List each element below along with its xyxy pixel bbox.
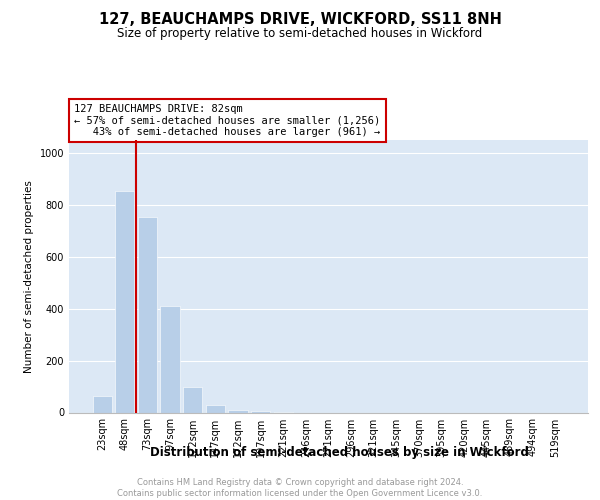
Text: Distribution of semi-detached houses by size in Wickford: Distribution of semi-detached houses by … [149,446,529,459]
Text: Contains HM Land Registry data © Crown copyright and database right 2024.
Contai: Contains HM Land Registry data © Crown c… [118,478,482,498]
Bar [229,410,248,412]
Y-axis label: Number of semi-detached properties: Number of semi-detached properties [24,180,34,372]
Bar [115,191,134,412]
Bar [160,306,180,412]
Text: Size of property relative to semi-detached houses in Wickford: Size of property relative to semi-detach… [118,28,482,40]
Bar [206,404,225,412]
Text: 127 BEAUCHAMPS DRIVE: 82sqm
← 57% of semi-detached houses are smaller (1,256)
  : 127 BEAUCHAMPS DRIVE: 82sqm ← 57% of sem… [74,104,380,138]
Bar [138,216,157,412]
Text: 127, BEAUCHAMPS DRIVE, WICKFORD, SS11 8NH: 127, BEAUCHAMPS DRIVE, WICKFORD, SS11 8N… [98,12,502,28]
Bar [183,386,202,412]
Bar [92,396,112,412]
Bar [251,411,270,412]
